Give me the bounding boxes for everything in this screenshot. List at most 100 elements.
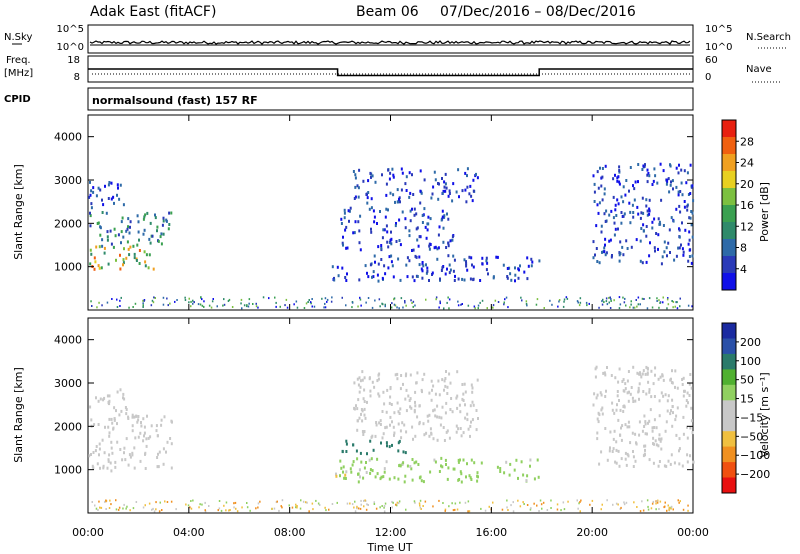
data-cell [622,389,625,393]
data-cell [396,501,399,504]
data-cell [393,298,395,301]
data-cell [473,305,476,308]
data-cell [101,238,104,242]
data-cell [662,394,665,398]
data-cell [354,500,356,503]
data-cell [677,193,680,197]
data-cell [563,298,566,301]
data-cell [105,499,107,502]
data-cell [153,296,155,299]
data-cell [628,390,630,394]
data-cell [530,264,533,268]
data-cell [605,251,608,255]
data-cell [348,209,351,213]
data-cell [632,211,635,214]
data-cell [443,185,446,189]
colorbar-segment [722,462,736,479]
data-cell [142,506,145,509]
nave-tick-top: 60 [705,55,718,66]
data-cell [115,409,117,413]
data-cell [630,303,632,306]
data-cell [426,269,429,273]
data-cell [597,211,600,215]
data-cell [156,229,158,233]
data-cell [677,499,679,502]
data-cell [595,224,598,228]
data-cell [464,403,466,407]
data-cell [451,410,454,414]
data-cell [149,241,152,245]
data-cell [268,297,270,300]
data-cell [445,186,448,190]
data-cell [456,370,459,374]
data-cell [646,499,649,502]
data-cell [333,278,336,282]
data-cell [335,474,338,478]
data-cell [617,175,620,179]
data-cell [372,209,375,213]
data-cell [366,452,368,456]
data-cell [404,374,407,378]
data-cell [614,173,616,177]
data-cell [419,506,422,509]
data-cell [624,193,627,197]
data-cell [609,296,611,299]
data-cell [92,186,95,190]
data-cell [398,197,400,201]
data-cell [409,219,412,223]
data-cell [618,180,621,184]
data-cell [614,203,617,207]
data-cell [671,381,674,385]
data-cell [537,475,540,479]
data-cell [159,501,161,504]
data-cell [464,501,467,504]
data-cell [630,386,633,389]
data-cell [366,196,369,200]
data-cell [138,262,141,265]
data-cell [113,227,116,231]
data-cell [662,378,665,382]
data-cell [588,302,590,305]
data-cell [443,439,446,442]
data-cell [593,392,596,396]
data-cell [131,451,134,455]
data-cell [410,467,413,471]
data-cell [457,304,460,307]
data-cell [664,393,667,397]
data-cell [654,366,657,370]
data-cell [600,176,603,180]
data-cell [97,399,100,403]
data-cell [101,438,104,442]
data-cell [374,260,376,264]
data-cell [385,460,388,464]
data-cell [393,303,396,306]
data-cell [436,247,439,251]
data-cell [118,506,121,509]
data-cell [143,215,146,219]
data-cell [668,228,671,232]
data-cell [507,306,509,309]
data-cell [635,299,637,301]
data-cell [477,307,479,310]
data-cell [449,408,452,411]
data-cell [690,406,693,410]
data-cell [442,240,445,244]
data-cell [691,431,694,435]
data-cell [340,466,343,470]
data-cell [675,414,678,418]
data-cell [241,506,243,509]
data-cell [592,403,595,407]
data-cell [645,365,648,369]
data-cell [618,307,621,310]
data-cell [658,460,661,463]
data-cell [389,395,392,399]
data-cell [653,246,656,250]
data-cell [440,456,443,460]
data-cell [308,299,310,301]
data-cell [466,167,469,171]
data-cell [106,238,109,242]
data-cell [636,506,638,508]
data-cell [476,176,479,180]
data-cell [404,474,407,478]
data-cell [666,307,668,310]
